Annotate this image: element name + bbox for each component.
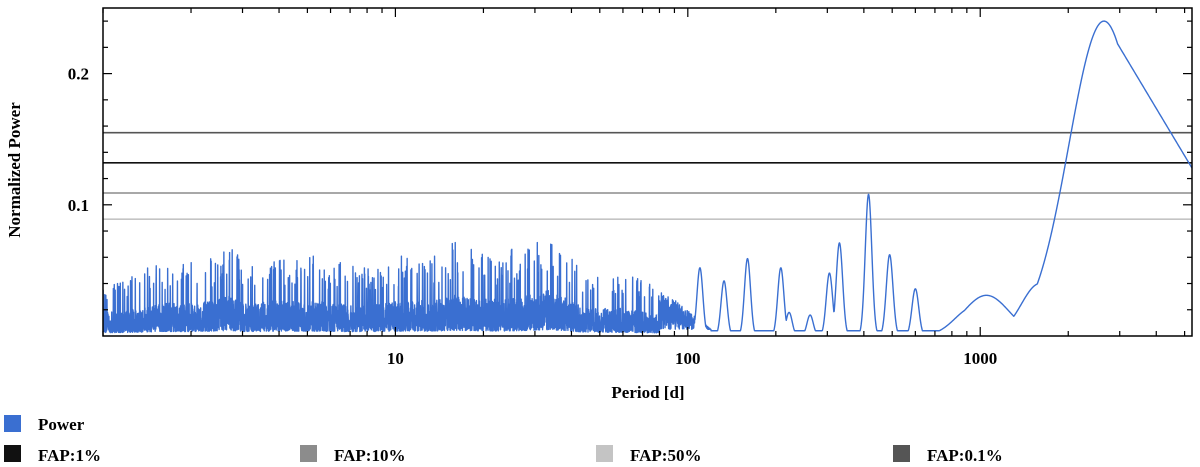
legend-item-fap: FAP:0.1% bbox=[893, 445, 1003, 465]
y-axis-label: Normalized Power bbox=[5, 102, 24, 238]
x-tick-label: 1000 bbox=[963, 349, 997, 368]
legend-swatch bbox=[596, 445, 613, 462]
legend: Power FAP:1% FAP:10% FAP:50% FAP:0.1% bbox=[4, 415, 1003, 465]
legend-label: FAP:1% bbox=[38, 446, 101, 465]
legend-item-fap: FAP:50% bbox=[596, 445, 701, 465]
legend-label: FAP:0.1% bbox=[927, 446, 1003, 465]
axes: 10 100 1000 0.1 0.2 bbox=[68, 7, 1193, 368]
x-tick-label: 10 bbox=[387, 349, 404, 368]
legend-label: FAP:10% bbox=[334, 446, 405, 465]
legend-item-fap: FAP:10% bbox=[300, 445, 405, 465]
legend-swatch bbox=[4, 415, 21, 432]
plot-area bbox=[103, 20, 1192, 334]
legend-item-fap: FAP:1% bbox=[4, 445, 101, 465]
legend-label: FAP:50% bbox=[630, 446, 701, 465]
legend-item-power: Power bbox=[4, 415, 85, 434]
power-series-line bbox=[103, 20, 1192, 334]
legend-swatch bbox=[893, 445, 910, 462]
legend-swatch bbox=[300, 445, 317, 462]
plot-frame bbox=[102, 7, 1193, 337]
x-tick-label: 100 bbox=[675, 349, 701, 368]
y-tick-label: 0.2 bbox=[68, 65, 89, 84]
x-axis-label: Period [d] bbox=[611, 383, 684, 402]
legend-swatch bbox=[4, 445, 21, 462]
legend-label: Power bbox=[38, 415, 85, 434]
y-tick-label: 0.1 bbox=[68, 196, 89, 215]
